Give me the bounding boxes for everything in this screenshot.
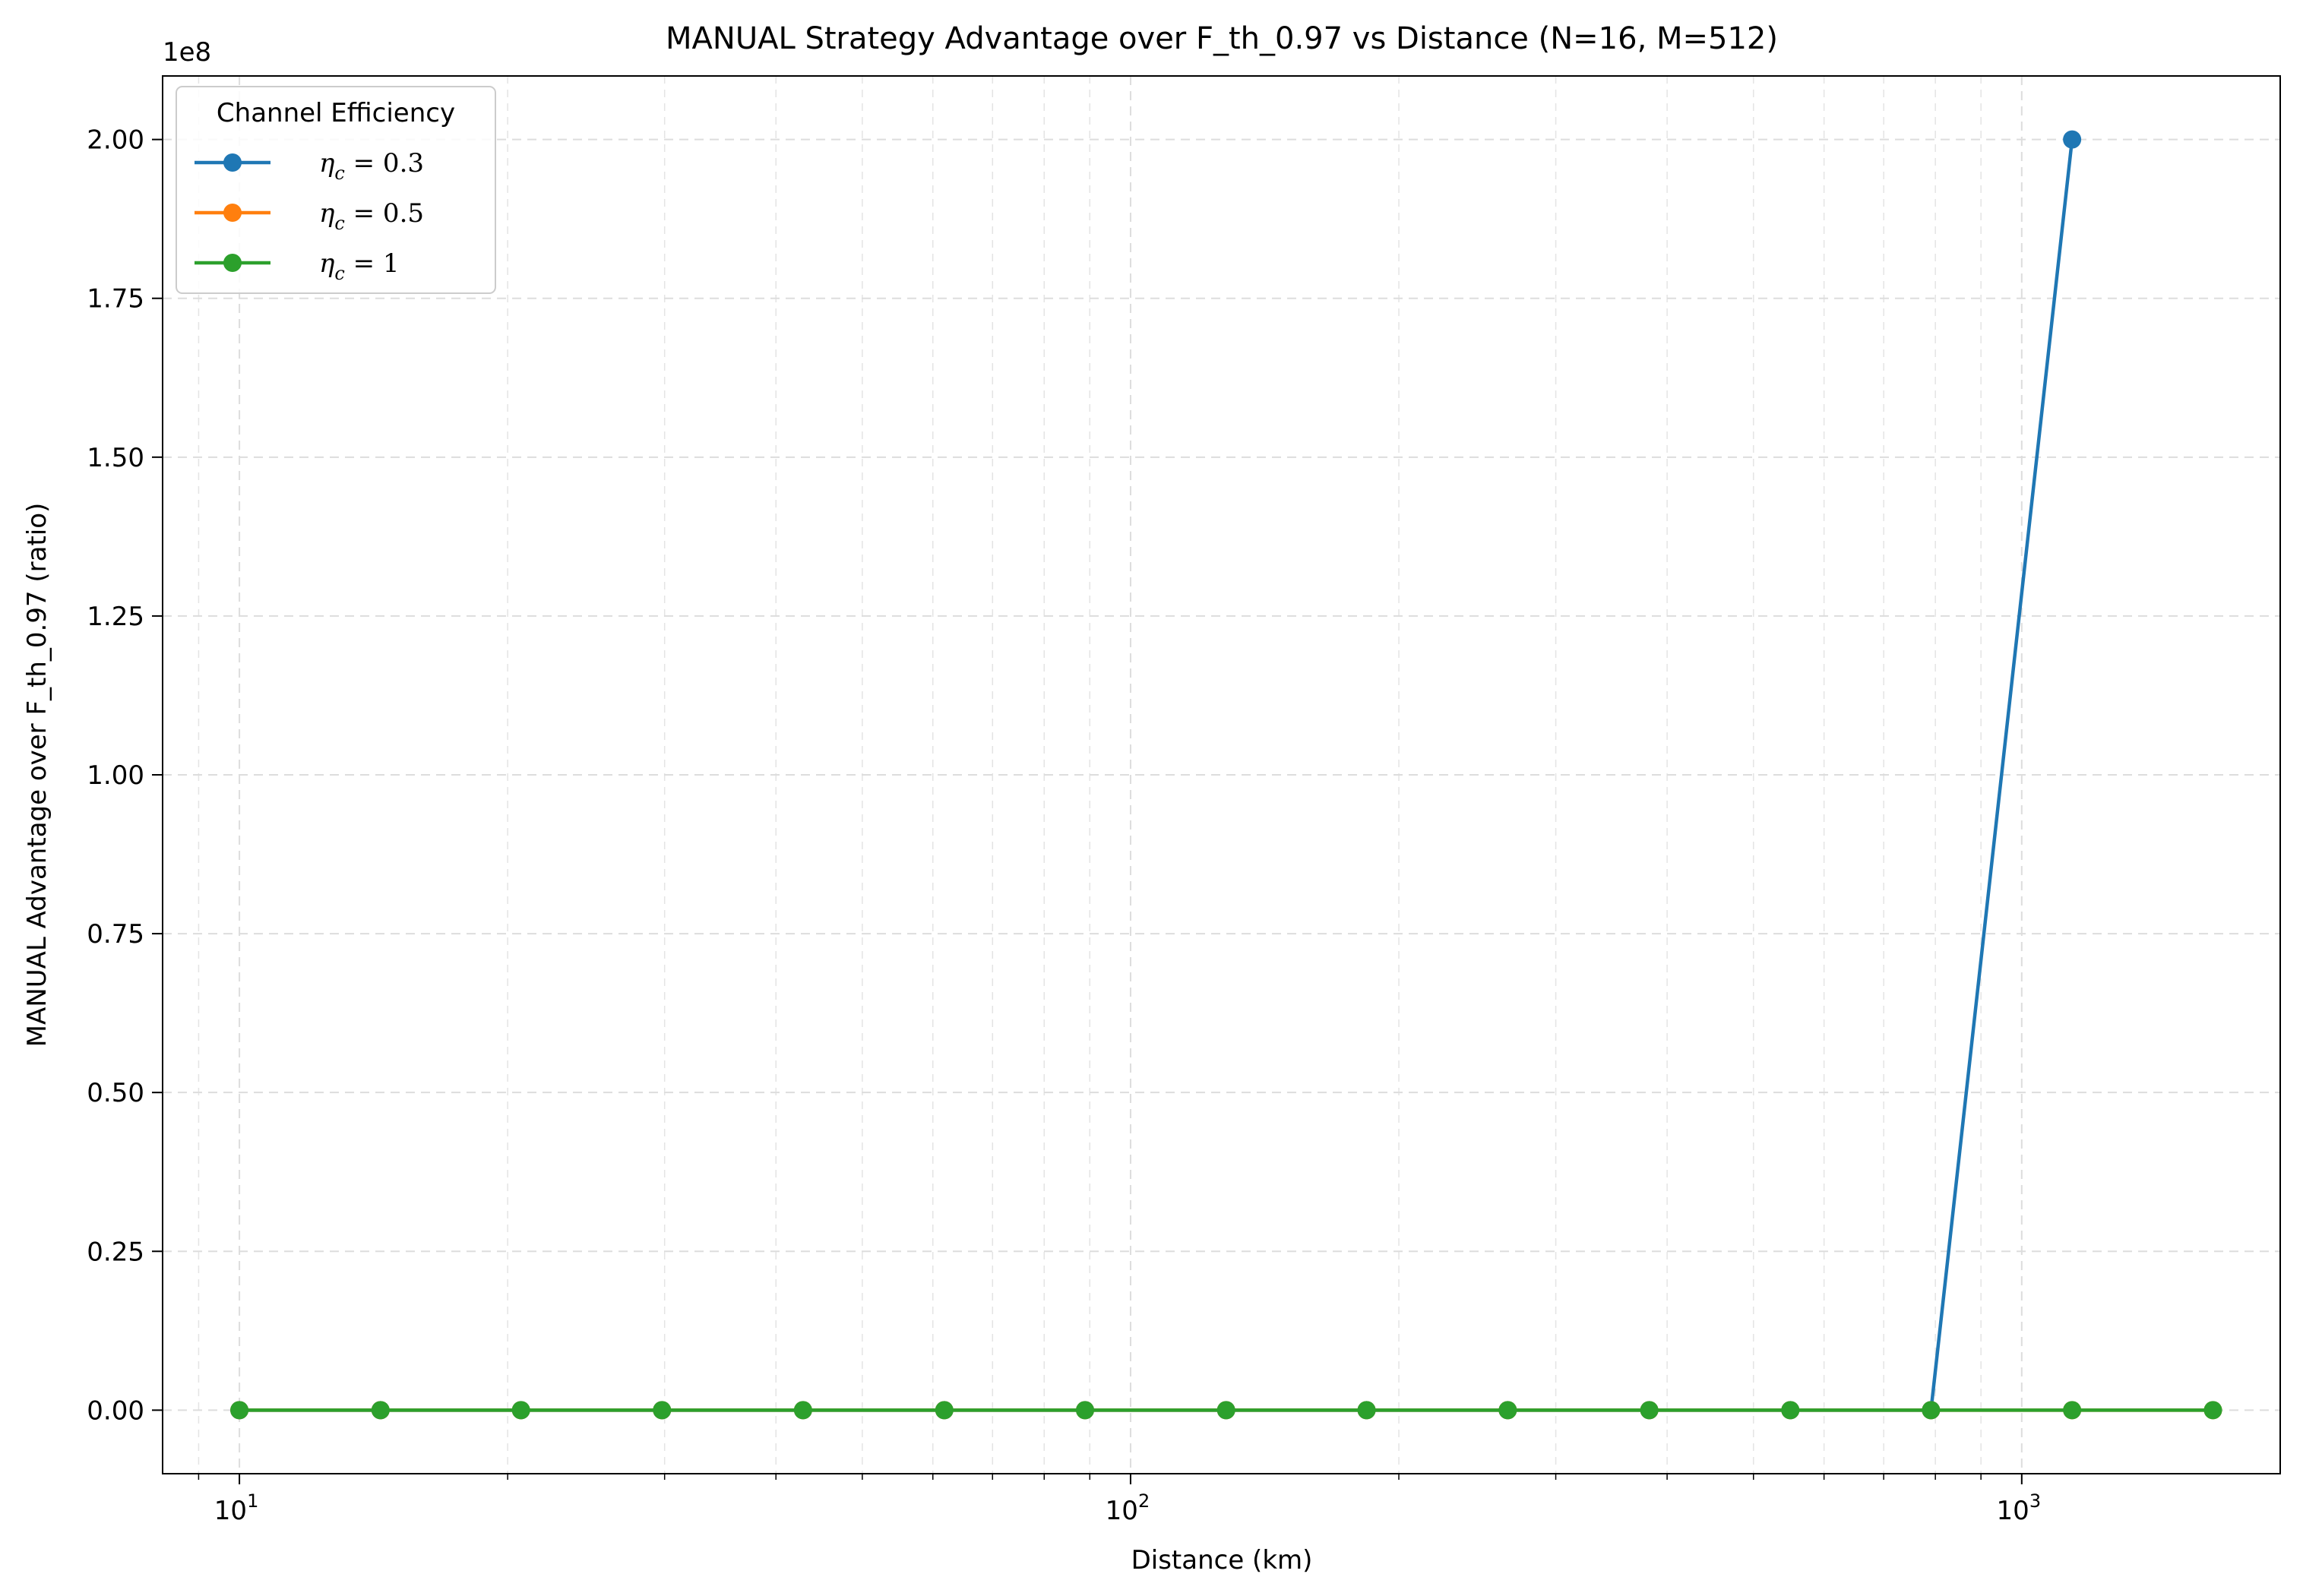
legend-symbol: η bbox=[319, 148, 335, 179]
x-axis: 101 102 103 bbox=[198, 1474, 2041, 1526]
series-point bbox=[1640, 1401, 1659, 1420]
series-point bbox=[793, 1401, 812, 1420]
series-point bbox=[2063, 130, 2082, 149]
series-point bbox=[2063, 1401, 2082, 1420]
y-tick-label: 0.25 bbox=[87, 1237, 144, 1267]
legend-marker bbox=[223, 204, 242, 222]
x-tick-label: 102 bbox=[1106, 1490, 1150, 1526]
series-point bbox=[511, 1401, 530, 1420]
y-tick-label: 0.50 bbox=[87, 1078, 144, 1108]
x-tick-base: 10 bbox=[214, 1496, 247, 1526]
y-tick-label: 0.75 bbox=[87, 919, 144, 950]
y-offset-label: 1e8 bbox=[163, 37, 211, 68]
legend-symbol: η bbox=[319, 198, 335, 229]
legend-title: Channel Efficiency bbox=[217, 98, 455, 128]
legend-marker bbox=[223, 254, 242, 272]
series-point bbox=[1498, 1401, 1517, 1420]
legend-value: = 0.5 bbox=[345, 198, 424, 229]
series-layer bbox=[230, 130, 2222, 1420]
x-tick-base: 10 bbox=[1106, 1496, 1138, 1526]
series-point bbox=[2203, 1401, 2222, 1420]
legend-marker bbox=[223, 153, 242, 172]
x-tick-exponent: 1 bbox=[247, 1490, 258, 1512]
x-tick-base: 10 bbox=[1997, 1496, 2029, 1526]
series-point bbox=[230, 1401, 249, 1420]
series-point bbox=[1076, 1401, 1095, 1420]
x-tick-label: 103 bbox=[1997, 1490, 2042, 1526]
x-tick-label: 101 bbox=[214, 1490, 259, 1526]
legend-subscript: c bbox=[334, 163, 344, 184]
series-point bbox=[1216, 1401, 1235, 1420]
y-tick-label: 2.00 bbox=[87, 125, 144, 156]
y-axis: 0.00 0.25 0.50 0.75 1.00 1.25 1.50 1.75 2.00 bbox=[87, 125, 163, 1426]
series-point bbox=[1922, 1401, 1941, 1420]
series-point bbox=[935, 1401, 954, 1420]
grid bbox=[163, 76, 2280, 1474]
series-3 bbox=[230, 1401, 2222, 1420]
series-point bbox=[1357, 1401, 1376, 1420]
y-axis-label: MANUAL Advantage over F_th_0.97 (ratio) bbox=[22, 503, 52, 1048]
y-tick-label: 0.00 bbox=[87, 1395, 144, 1426]
legend-value: = 1 bbox=[345, 248, 400, 279]
y-tick-label: 1.75 bbox=[87, 284, 144, 314]
chart-title: MANUAL Strategy Advantage over F_th_0.97… bbox=[666, 21, 1778, 56]
series-point bbox=[653, 1401, 672, 1420]
legend-subscript: c bbox=[334, 263, 344, 284]
legend-value: = 0.3 bbox=[345, 148, 424, 179]
legend-label: ηc = 0.3 bbox=[319, 148, 424, 184]
legend-box bbox=[176, 86, 496, 294]
series-point bbox=[371, 1401, 390, 1420]
series-point bbox=[1781, 1401, 1800, 1420]
legend-label: ηc = 1 bbox=[319, 248, 400, 284]
x-tick-exponent: 3 bbox=[2029, 1490, 2041, 1512]
y-tick-label: 1.50 bbox=[87, 443, 144, 473]
x-tick-exponent: 2 bbox=[1138, 1490, 1150, 1512]
legend: Channel Efficiency ηc = 0.3ηc = 0.5ηc = … bbox=[176, 86, 496, 294]
x-axis-label: Distance (km) bbox=[1131, 1545, 1313, 1575]
legend-label: ηc = 0.5 bbox=[319, 198, 424, 234]
y-tick-label: 1.00 bbox=[87, 760, 144, 791]
legend-symbol: η bbox=[319, 248, 335, 279]
y-tick-label: 1.25 bbox=[87, 602, 144, 632]
legend-subscript: c bbox=[334, 213, 344, 234]
